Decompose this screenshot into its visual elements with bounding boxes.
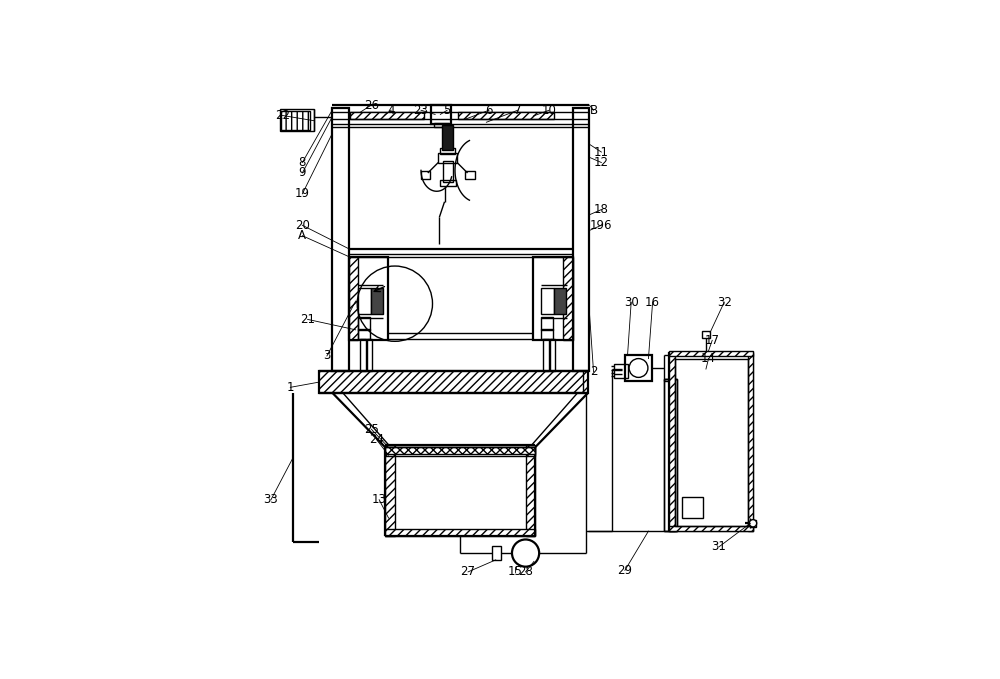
- Bar: [350, 112, 424, 119]
- Bar: [440, 149, 455, 153]
- Bar: [385, 447, 535, 454]
- Text: 196: 196: [590, 219, 613, 232]
- Text: 7: 7: [514, 104, 521, 117]
- Text: 29: 29: [617, 564, 632, 577]
- Text: 5: 5: [443, 104, 451, 117]
- Bar: [563, 257, 573, 340]
- Text: 21: 21: [300, 313, 315, 326]
- Bar: [669, 353, 753, 531]
- Text: 32: 32: [717, 295, 732, 309]
- Bar: [358, 288, 371, 314]
- Text: 30: 30: [624, 295, 639, 309]
- Bar: [281, 111, 310, 130]
- Bar: [434, 123, 449, 127]
- Text: 28: 28: [518, 566, 533, 579]
- Text: 33: 33: [264, 493, 278, 507]
- Text: 23: 23: [414, 104, 428, 117]
- Bar: [431, 105, 451, 124]
- Bar: [526, 445, 535, 536]
- Bar: [492, 547, 501, 560]
- Text: 27: 27: [461, 566, 476, 579]
- Bar: [669, 351, 753, 356]
- Bar: [533, 257, 573, 340]
- Bar: [349, 257, 358, 340]
- Bar: [669, 526, 753, 531]
- Text: 8: 8: [299, 156, 306, 169]
- Text: 31: 31: [712, 540, 726, 553]
- Bar: [358, 316, 370, 330]
- Text: 2: 2: [590, 365, 597, 378]
- Bar: [750, 519, 756, 527]
- Text: 22: 22: [275, 109, 290, 122]
- Text: 18: 18: [594, 203, 609, 216]
- Bar: [541, 329, 553, 339]
- Bar: [682, 497, 703, 518]
- Text: 11: 11: [594, 145, 609, 159]
- Text: 13: 13: [372, 493, 387, 507]
- Bar: [748, 353, 753, 531]
- Bar: [349, 257, 388, 340]
- Bar: [332, 108, 349, 371]
- Bar: [443, 161, 453, 182]
- Bar: [541, 288, 554, 314]
- Bar: [458, 112, 554, 119]
- Bar: [664, 380, 677, 531]
- Text: 25: 25: [364, 422, 379, 436]
- Bar: [550, 340, 555, 371]
- Text: A: A: [298, 230, 306, 242]
- Bar: [438, 153, 457, 162]
- Bar: [440, 180, 456, 186]
- Bar: [319, 371, 588, 392]
- Bar: [442, 126, 453, 151]
- Bar: [543, 340, 549, 371]
- Bar: [280, 109, 314, 131]
- Text: 24: 24: [369, 433, 384, 446]
- Text: 4: 4: [387, 104, 395, 117]
- Circle shape: [749, 519, 757, 527]
- Text: 16: 16: [645, 295, 660, 309]
- Bar: [541, 316, 553, 330]
- Bar: [669, 353, 675, 531]
- Text: 12: 12: [594, 156, 609, 169]
- Bar: [371, 288, 383, 314]
- Bar: [573, 108, 589, 371]
- Text: 26: 26: [364, 98, 379, 111]
- Text: 1: 1: [287, 381, 294, 394]
- Bar: [702, 331, 710, 337]
- Bar: [515, 545, 536, 562]
- Bar: [358, 329, 370, 339]
- Bar: [421, 171, 430, 179]
- Text: 6: 6: [485, 104, 493, 117]
- Text: 15: 15: [508, 566, 523, 579]
- Text: 17: 17: [705, 334, 720, 347]
- Bar: [360, 340, 366, 371]
- Text: 9: 9: [299, 166, 306, 179]
- Text: 3: 3: [323, 350, 331, 363]
- Circle shape: [512, 540, 539, 567]
- Bar: [554, 288, 566, 314]
- Bar: [664, 380, 677, 531]
- Text: B: B: [589, 104, 598, 117]
- Bar: [625, 355, 652, 380]
- Text: 10: 10: [542, 104, 557, 117]
- Bar: [385, 447, 535, 456]
- Bar: [675, 359, 748, 526]
- Text: 19: 19: [295, 187, 310, 200]
- Bar: [367, 340, 372, 371]
- Bar: [385, 445, 395, 536]
- Text: 14: 14: [701, 352, 716, 365]
- Bar: [385, 529, 535, 536]
- Text: 20: 20: [295, 219, 310, 232]
- Bar: [614, 364, 628, 378]
- Circle shape: [629, 359, 648, 378]
- Bar: [465, 171, 475, 179]
